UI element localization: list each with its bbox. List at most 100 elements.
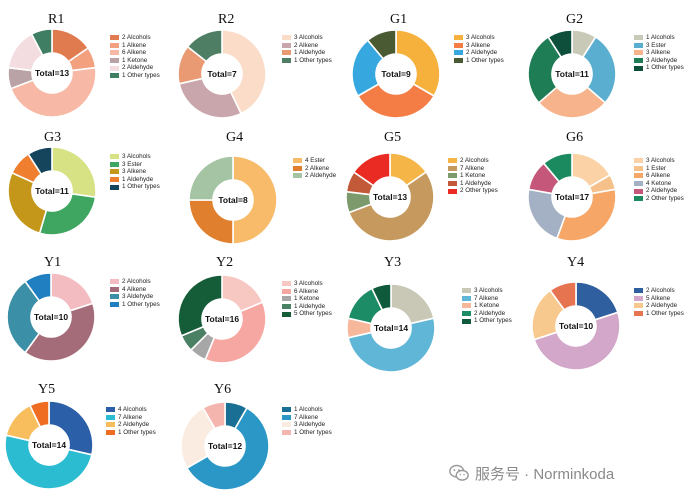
legend-label: 1 Other types <box>122 71 160 79</box>
donut-slice-y3-1 <box>390 283 435 325</box>
legend-item-r1-4: 1 Ketone <box>110 57 160 65</box>
legend-label: 1 Alkene <box>122 41 147 49</box>
legend-item-r2-4: 1 Other types <box>282 57 332 65</box>
donut-total-label-r2: Total=7 <box>207 69 237 79</box>
donut-slice-y5-1 <box>48 400 94 456</box>
legend-swatch <box>282 281 291 287</box>
legend-swatch <box>634 196 643 202</box>
chart-title-g2: G2 <box>566 12 584 27</box>
legend-swatch <box>106 414 115 420</box>
legend-swatch <box>110 65 119 71</box>
legend-item-g5-4: 1 Aldehyde <box>448 180 498 188</box>
legend-swatch <box>634 65 643 71</box>
donut-slice-g5-2 <box>347 170 435 242</box>
legend-item-g5-5: 2 Other types <box>448 187 498 195</box>
legend-label: 1 Other types <box>474 317 512 325</box>
donut-chart-g3: Total=11 <box>7 146 97 236</box>
legend-item-g1-1: 3 Alcohols <box>454 34 504 42</box>
legend-item-r1-5: 2 Aldehyde <box>110 64 160 72</box>
legend-item-g6-6: 2 Other types <box>634 195 684 203</box>
legend-swatch <box>282 58 291 64</box>
legend-swatch <box>462 295 471 301</box>
legend-item-g2-3: 3 Alkene <box>634 49 684 57</box>
legend-swatch <box>448 165 457 171</box>
legend-swatch <box>110 35 119 41</box>
donut-total-label-y2: Total=16 <box>205 314 239 324</box>
legend-label: 7 Alkene <box>474 294 499 302</box>
legend-item-y1-1: 2 Alcohols <box>110 278 160 286</box>
legend-swatch <box>634 158 643 164</box>
legend-label: 3 Alkene <box>646 49 671 57</box>
donut-slice-g1-1 <box>395 29 441 98</box>
legend-item-y3-2: 7 Alkene <box>462 295 512 303</box>
donut-chart-y4: Total=10 <box>531 281 621 371</box>
donut-slice-g1-4 <box>366 29 397 60</box>
legend-swatch <box>293 165 302 171</box>
donut-chart-g6: Total=17 <box>527 152 617 242</box>
legend-swatch <box>282 288 291 294</box>
legend-label: 3 Aldehyde <box>646 56 678 64</box>
legend-item-g6-1: 3 Alcohols <box>634 157 684 165</box>
chart-title-r2: R2 <box>218 12 235 27</box>
legend-item-y2-4: 1 Aldehyde <box>282 303 332 311</box>
donut-total-label-y4: Total=10 <box>559 321 593 331</box>
legend-swatch <box>110 154 119 160</box>
legend-swatch <box>110 161 119 167</box>
legend-swatch <box>634 288 643 294</box>
legend-label: 5 Alkene <box>646 294 671 302</box>
legend-item-g5-3: 1 Ketone <box>448 172 498 180</box>
legend-y2: 3 Alcohols 6 Alkene 1 Ketone 1 Aldehyde 5 Ot… <box>282 280 332 318</box>
legend-item-g2-2: 3 Ester <box>634 42 684 50</box>
legend-label: 1 Other types <box>118 428 156 436</box>
legend-label: 3 Alcohols <box>646 157 675 164</box>
legend-label: 7 Alkene <box>294 413 319 421</box>
legend-item-y5-2: 7 Alkene <box>106 414 156 422</box>
legend-item-g1-4: 1 Other types <box>454 57 504 65</box>
legend-swatch <box>634 303 643 309</box>
legend-item-y2-1: 3 Alcohols <box>282 280 332 288</box>
legend-swatch <box>634 295 643 301</box>
watermark: 服务号 · Norminkoda <box>448 462 614 484</box>
legend-item-g6-4: 4 Ketone <box>634 180 684 188</box>
donut-chart-y3: Total=14 <box>346 283 436 373</box>
legend-label: 3 Alcohols <box>474 287 503 294</box>
donut-total-label-y1: Total=10 <box>34 312 68 322</box>
donut-chart-g1: Total=9 <box>351 29 441 119</box>
legend-item-y5-1: 4 Alcohols <box>106 406 156 414</box>
legend-item-g5-1: 2 Alcohols <box>448 157 498 165</box>
legend-label: 1 Aldehyde <box>122 175 154 183</box>
legend-label: 3 Aldehyde <box>122 293 154 301</box>
legend-swatch <box>634 173 643 179</box>
legend-label: 6 Alkene <box>294 287 319 295</box>
legend-swatch <box>282 422 291 428</box>
donut-total-label-g5: Total=13 <box>373 192 407 202</box>
donut-slice-r2-1 <box>221 29 267 115</box>
legend-label: 2 Alkene <box>305 164 330 172</box>
legend-item-r1-6: 1 Other types <box>110 72 160 80</box>
legend-label: 1 Ketone <box>460 172 486 180</box>
legend-label: 2 Alkene <box>294 41 319 49</box>
legend-item-y3-1: 3 Alcohols <box>462 287 512 295</box>
chart-title-g5: G5 <box>384 130 402 145</box>
legend-g6: 3 Alcohols 1 Ester 6 Alkene 4 Ketone 2 Aldeh… <box>634 157 684 203</box>
legend-swatch <box>293 158 302 164</box>
chart-title-y6: Y6 <box>214 382 232 397</box>
legend-y1: 2 Alcohols 4 Alkene 3 Aldehyde 1 Other type… <box>110 278 160 308</box>
legend-label: 2 Other types <box>460 187 498 195</box>
legend-label: 2 Other types <box>646 194 684 202</box>
donut-slice-g1-2 <box>356 82 436 119</box>
legend-label: 4 Alcohols <box>118 406 147 413</box>
legend-item-y1-2: 4 Alkene <box>110 286 160 294</box>
legend-item-y2-2: 6 Alkene <box>282 288 332 296</box>
chart-title-g1: G1 <box>390 12 408 27</box>
legend-label: 2 Aldehyde <box>122 64 154 72</box>
legend-item-y3-4: 2 Aldehyde <box>462 310 512 318</box>
legend-swatch <box>634 58 643 64</box>
legend-item-y2-5: 5 Other types <box>282 310 332 318</box>
legend-swatch <box>282 35 291 41</box>
legend-swatch <box>106 430 115 436</box>
legend-label: 7 Alkene <box>118 413 143 421</box>
legend-item-y6-3: 3 Aldehyde <box>282 421 332 429</box>
legend-swatch <box>448 173 457 179</box>
donut-total-label-g3: Total=11 <box>35 186 69 196</box>
